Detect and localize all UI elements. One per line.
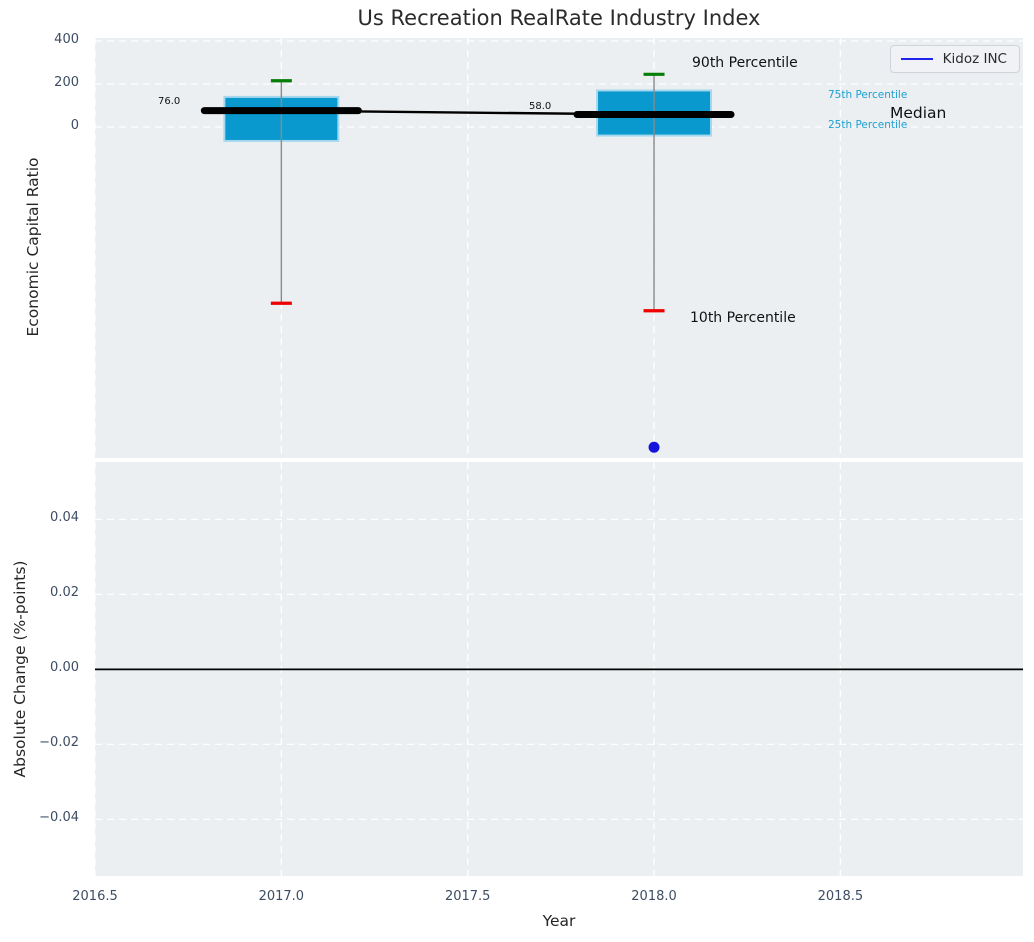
top-y-tick-label: 200 (54, 74, 79, 90)
median-value-label-2018: 58.0 (529, 101, 552, 112)
annotation-90th-percentile: 90th Percentile (692, 55, 798, 71)
top-y-axis-label: Economic Capital Ratio (24, 157, 42, 337)
company-point (648, 441, 660, 453)
legend: Kidoz INC (889, 45, 1020, 73)
bottom-y-tick-label: 0.00 (50, 660, 79, 676)
x-tick-label: 2017.0 (258, 889, 305, 904)
bottom-y-tick-label: 0.02 (50, 585, 79, 601)
x-tick-label: 2016.5 (72, 889, 118, 904)
figure-title: Us Recreation RealRate Industry Index (357, 6, 761, 30)
annotation-25th-percentile: 25th Percentile (828, 119, 908, 131)
bottom-y-tick-label: 0.04 (50, 510, 79, 526)
x-tick-label: 2018.5 (817, 889, 864, 904)
annotation-75th-percentile: 75th Percentile (828, 89, 908, 101)
median-value-label-2017: 76.0 (158, 96, 181, 107)
top-y-tick-label: 0 (70, 117, 79, 133)
x-tick-label: 2018.0 (631, 889, 677, 904)
top-y-tick-label: 400 (54, 32, 79, 47)
annotation-median: Median (890, 104, 947, 122)
legend-line-sample-icon (900, 58, 933, 60)
x-axis-label: Year (542, 912, 576, 930)
x-tick-label: 2017.5 (444, 889, 491, 904)
annotation-10th-percentile: 10th Percentile (690, 310, 796, 326)
bottom-y-tick-label: −0.04 (39, 810, 79, 826)
legend-label: Kidoz INC (942, 51, 1007, 67)
bottom-y-tick-label: −0.02 (39, 735, 79, 751)
